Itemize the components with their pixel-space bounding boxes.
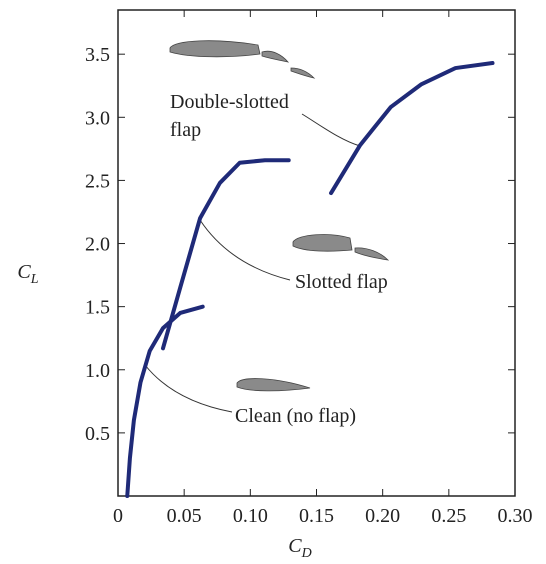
- x-label-main: C: [288, 535, 302, 557]
- y-tick-label: 2.0: [85, 234, 110, 256]
- x-tick-label: 0.15: [299, 505, 334, 527]
- x-tick-label: 0: [113, 505, 123, 527]
- y-label-sub: L: [30, 272, 39, 287]
- y-tick-label: 3.0: [85, 107, 110, 129]
- x-tick-label: 0.20: [365, 505, 400, 527]
- x-tick-label: 0.10: [233, 505, 268, 527]
- curve: [160, 158, 291, 351]
- series-label: Double-slotted flap: [170, 91, 289, 141]
- leader-clean: [144, 364, 233, 413]
- label-line: flap: [170, 119, 201, 141]
- y-tick-label: 3.5: [85, 44, 110, 66]
- y-tick-label: 1.0: [85, 360, 110, 382]
- airfoil-clean: [236, 378, 311, 392]
- y-tick-label: 2.5: [85, 170, 110, 192]
- x-label-sub: D: [301, 546, 312, 561]
- airfoil-slotted: [292, 234, 390, 261]
- leader-slotted: [199, 219, 291, 281]
- series-label: Clean (no flap): [235, 405, 356, 427]
- y-label-main: C: [17, 261, 31, 283]
- curve: [125, 304, 205, 498]
- x-axis-label: CD: [288, 535, 311, 561]
- y-tick-label: 1.5: [85, 297, 110, 319]
- y-axis-label: CL: [17, 261, 38, 287]
- leader-double: [301, 113, 361, 147]
- curve: [329, 61, 495, 196]
- x-tick-label: 0.25: [431, 505, 466, 527]
- y-tick-label: 0.5: [85, 423, 110, 445]
- label-line: Double-slotted: [170, 91, 289, 113]
- airfoil-double-slotted: [169, 40, 316, 79]
- x-tick-label: 0.30: [498, 505, 533, 527]
- x-tick-label: 0.05: [167, 505, 202, 527]
- series-label: Slotted flap: [295, 271, 388, 293]
